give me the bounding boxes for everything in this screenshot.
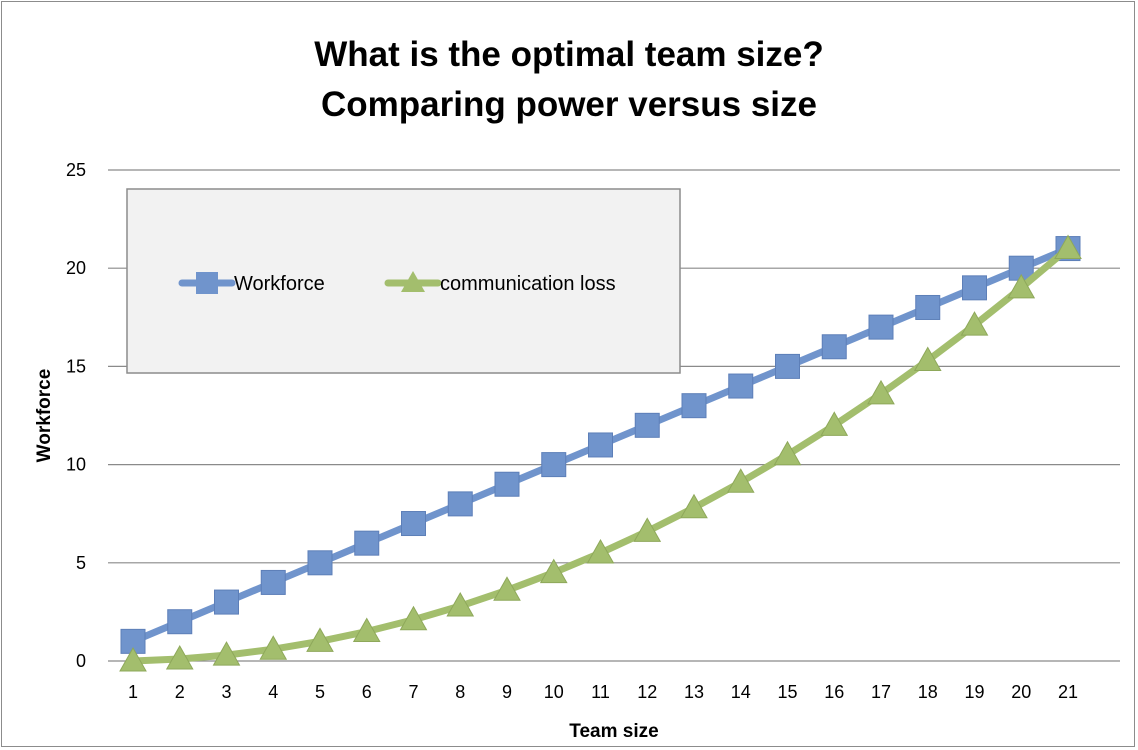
x-tick-label-10: 10 (544, 682, 564, 702)
y-tick-label-25: 25 (66, 160, 86, 180)
x-axis-title: Team size (569, 721, 658, 742)
point-communication-loss-19 (960, 311, 989, 336)
chart-title-line-2: Comparing power versus size (321, 85, 817, 124)
point-communication-loss-14 (726, 468, 755, 493)
x-tick-label-2: 2 (175, 682, 185, 702)
y-tick-label-5: 5 (76, 553, 86, 573)
point-communication-loss-2 (165, 645, 194, 670)
point-communication-loss-3 (212, 641, 241, 666)
point-workforce-15 (775, 353, 800, 379)
point-communication-loss-18 (913, 346, 942, 372)
point-workforce-8 (447, 491, 473, 517)
point-communication-loss-20 (1007, 273, 1036, 299)
y-axis-ticks: 0 5 10 15 20 25 (66, 160, 86, 671)
x-tick-label-3: 3 (221, 682, 231, 702)
legend-marker-workforce (196, 272, 218, 294)
point-communication-loss-8 (446, 591, 475, 617)
point-workforce-9 (494, 471, 520, 497)
point-communication-loss-16 (820, 411, 849, 436)
point-workforce-14 (728, 373, 754, 399)
point-workforce-17 (868, 314, 894, 340)
point-workforce-13 (681, 393, 707, 419)
y-tick-label-0: 0 (76, 651, 86, 671)
x-tick-label-15: 15 (777, 682, 797, 702)
point-workforce-10 (541, 452, 567, 478)
point-workforce-7 (401, 511, 426, 537)
x-tick-label-17: 17 (871, 682, 891, 702)
x-axis-ticks: 1 2 3 4 5 6 7 8 9 10 11 12 13 14 15 16 17 18 19 20 21 (128, 682, 1078, 702)
point-workforce-19 (962, 275, 987, 301)
y-axis-title: Workforce (34, 369, 55, 463)
x-tick-label-6: 6 (362, 682, 372, 702)
y-tick-label-10: 10 (66, 455, 86, 475)
x-tick-label-11: 11 (591, 682, 610, 702)
point-communication-loss-21 (1054, 234, 1082, 260)
x-tick-label-16: 16 (824, 682, 844, 702)
point-communication-loss-11 (586, 538, 615, 564)
x-tick-label-1: 1 (128, 682, 138, 702)
x-tick-label-18: 18 (918, 682, 938, 702)
point-workforce-18 (915, 294, 941, 320)
point-communication-loss-13 (680, 493, 708, 519)
chart-title-line-1: What is the optimal team size? (314, 35, 824, 74)
point-communication-loss-10 (539, 558, 568, 584)
x-tick-label-21: 21 (1058, 682, 1078, 702)
point-workforce-4 (260, 569, 286, 595)
x-tick-label-13: 13 (684, 682, 704, 702)
point-workforce-12 (634, 412, 660, 438)
point-communication-loss-1 (119, 646, 147, 672)
legend-label-workforce: Workforce (234, 273, 325, 295)
x-tick-label-4: 4 (268, 682, 278, 702)
chart-title: What is the optimal team size? Comparing… (0, 30, 1138, 130)
x-tick-label-12: 12 (637, 682, 657, 702)
series-group (119, 234, 1082, 672)
y-tick-label-15: 15 (66, 356, 86, 376)
x-tick-label-9: 9 (502, 682, 512, 702)
x-tick-label-14: 14 (731, 682, 751, 702)
x-tick-label-19: 19 (964, 682, 984, 702)
point-workforce-11 (588, 432, 613, 458)
x-tick-label-5: 5 (315, 682, 325, 702)
point-workforce-2 (167, 609, 193, 635)
legend: Workforce communication loss (126, 188, 681, 374)
x-tick-label-7: 7 (408, 682, 418, 702)
point-communication-loss-4 (259, 635, 288, 660)
legend-label-communication-loss: communication loss (440, 273, 616, 295)
point-communication-loss-9 (493, 576, 521, 601)
point-communication-loss-17 (867, 379, 895, 405)
point-workforce-3 (214, 589, 239, 615)
y-tick-label-20: 20 (66, 258, 86, 278)
x-tick-label-8: 8 (455, 682, 465, 702)
point-communication-loss-7 (399, 605, 428, 631)
point-workforce-6 (354, 530, 380, 556)
point-workforce-16 (821, 334, 847, 360)
point-workforce-5 (307, 550, 333, 576)
x-tick-label-20: 20 (1011, 682, 1031, 702)
point-communication-loss-6 (352, 617, 381, 643)
legend-marker-communication-loss (401, 271, 425, 292)
point-communication-loss-5 (306, 627, 334, 652)
point-communication-loss-12 (633, 517, 662, 542)
point-communication-loss-15 (773, 440, 802, 466)
